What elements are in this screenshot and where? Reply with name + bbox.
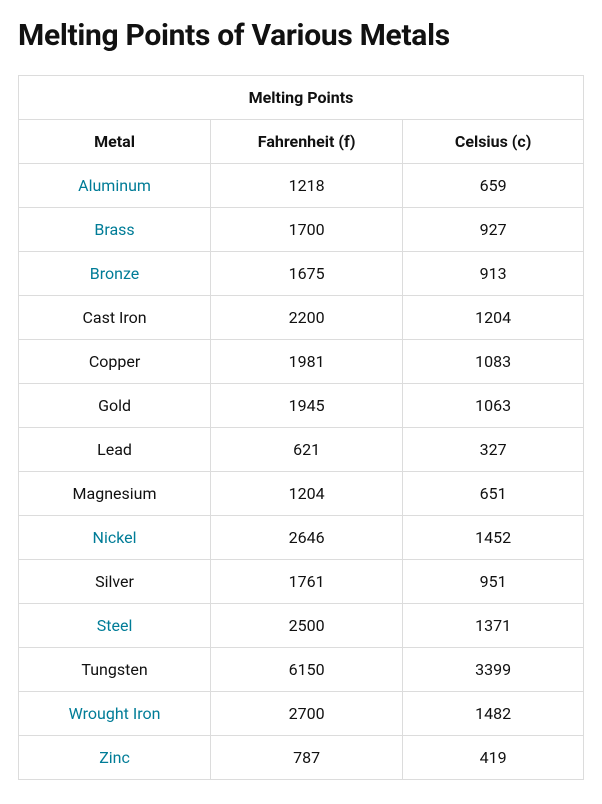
fahrenheit-cell: 1218 [211,164,403,208]
metal-cell: Silver [19,560,211,604]
fahrenheit-cell: 2646 [211,516,403,560]
table-row: Magnesium1204651 [19,472,584,516]
celsius-cell: 659 [403,164,584,208]
celsius-cell: 651 [403,472,584,516]
celsius-cell: 3399 [403,648,584,692]
fahrenheit-cell: 1761 [211,560,403,604]
celsius-cell: 951 [403,560,584,604]
celsius-cell: 1371 [403,604,584,648]
fahrenheit-cell: 2500 [211,604,403,648]
fahrenheit-cell: 1675 [211,252,403,296]
table-row: Cast Iron22001204 [19,296,584,340]
table-row: Bronze1675913 [19,252,584,296]
fahrenheit-cell: 1700 [211,208,403,252]
celsius-cell: 1083 [403,340,584,384]
metal-cell[interactable]: Nickel [19,516,211,560]
celsius-cell: 419 [403,736,584,780]
metal-cell[interactable]: Brass [19,208,211,252]
table-row: Silver1761951 [19,560,584,604]
fahrenheit-cell: 2200 [211,296,403,340]
fahrenheit-cell: 1204 [211,472,403,516]
celsius-cell: 1063 [403,384,584,428]
table-row: Tungsten61503399 [19,648,584,692]
metal-cell[interactable]: Wrought Iron [19,692,211,736]
col-header-fahrenheit: Fahrenheit (f) [211,120,403,164]
col-header-celsius: Celsius (c) [403,120,584,164]
table-row: Zinc787419 [19,736,584,780]
metal-cell: Cast Iron [19,296,211,340]
fahrenheit-cell: 1981 [211,340,403,384]
metal-cell: Tungsten [19,648,211,692]
col-header-metal: Metal [19,120,211,164]
table-row: Gold19451063 [19,384,584,428]
metal-cell[interactable]: Steel [19,604,211,648]
table-body: Aluminum1218659Brass1700927Bronze1675913… [19,164,584,780]
table-row: Lead621327 [19,428,584,472]
melting-points-table: Melting Points Metal Fahrenheit (f) Cels… [18,75,584,780]
metal-cell: Magnesium [19,472,211,516]
celsius-cell: 1452 [403,516,584,560]
table-row: Aluminum1218659 [19,164,584,208]
celsius-cell: 1482 [403,692,584,736]
celsius-cell: 327 [403,428,584,472]
celsius-cell: 913 [403,252,584,296]
metal-cell: Copper [19,340,211,384]
metal-cell[interactable]: Zinc [19,736,211,780]
metal-cell[interactable]: Bronze [19,252,211,296]
page-title: Melting Points of Various Metals [18,18,584,53]
metal-cell: Gold [19,384,211,428]
fahrenheit-cell: 787 [211,736,403,780]
celsius-cell: 1204 [403,296,584,340]
table-row: Brass1700927 [19,208,584,252]
table-row: Copper19811083 [19,340,584,384]
fahrenheit-cell: 2700 [211,692,403,736]
metal-cell: Lead [19,428,211,472]
fahrenheit-cell: 621 [211,428,403,472]
fahrenheit-cell: 6150 [211,648,403,692]
table-row: Steel25001371 [19,604,584,648]
fahrenheit-cell: 1945 [211,384,403,428]
celsius-cell: 927 [403,208,584,252]
table-row: Nickel26461452 [19,516,584,560]
metal-cell[interactable]: Aluminum [19,164,211,208]
table-row: Wrought Iron27001482 [19,692,584,736]
table-caption: Melting Points [19,76,584,120]
